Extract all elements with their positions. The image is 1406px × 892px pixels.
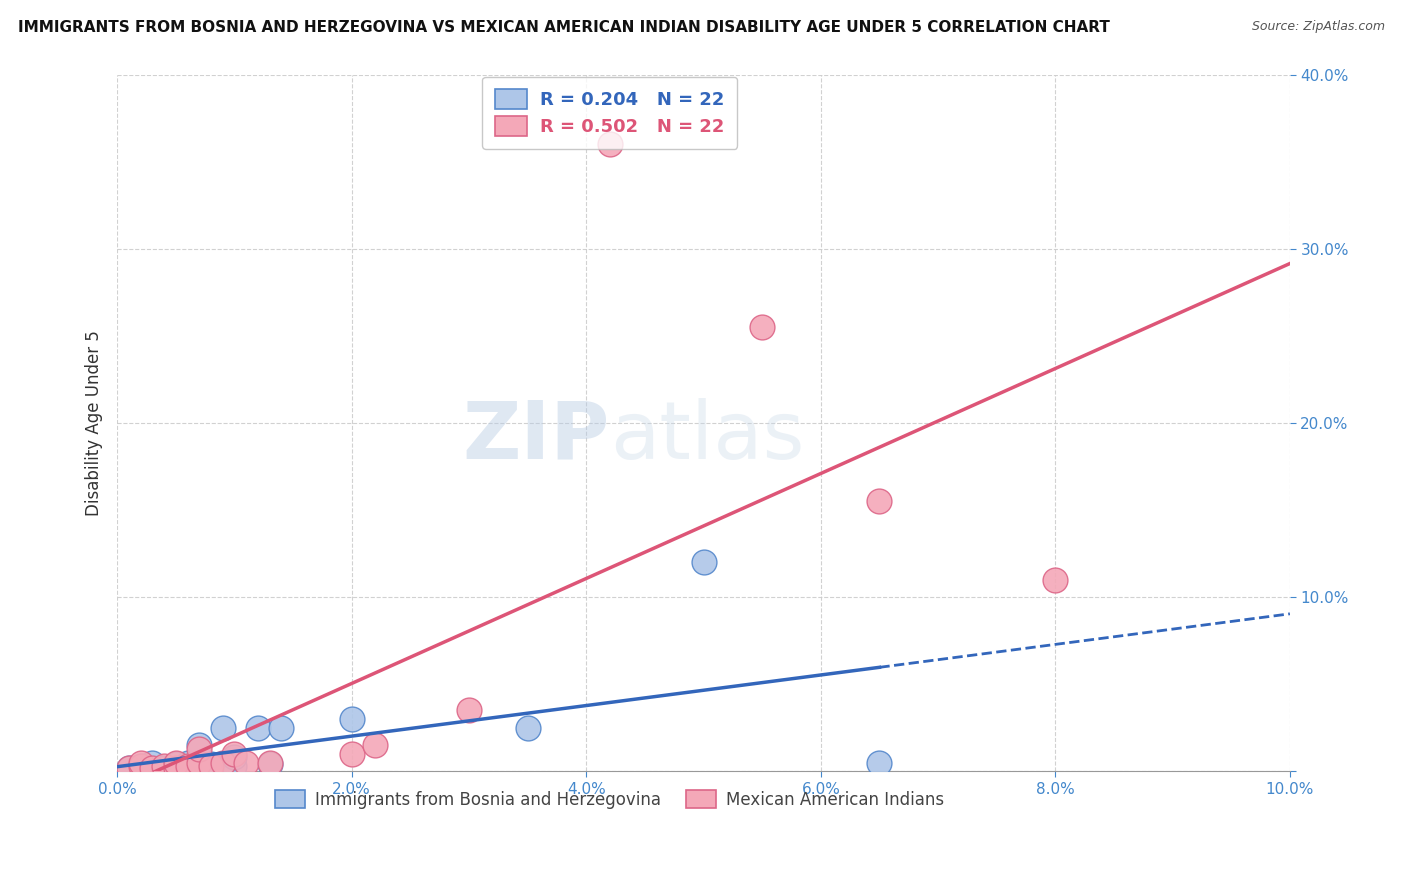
Legend: Immigrants from Bosnia and Herzegovina, Mexican American Indians: Immigrants from Bosnia and Herzegovina, …	[269, 783, 950, 815]
Text: IMMIGRANTS FROM BOSNIA AND HERZEGOVINA VS MEXICAN AMERICAN INDIAN DISABILITY AGE: IMMIGRANTS FROM BOSNIA AND HERZEGOVINA V…	[18, 20, 1111, 35]
Point	[516, 721, 538, 735]
Point	[176, 761, 198, 775]
Point	[458, 703, 481, 717]
Point	[188, 738, 211, 752]
Point	[165, 757, 187, 772]
Point	[188, 756, 211, 770]
Point	[153, 761, 176, 775]
Point	[692, 555, 714, 569]
Text: atlas: atlas	[610, 398, 804, 476]
Point	[129, 759, 152, 773]
Point	[259, 756, 281, 770]
Point	[1045, 573, 1067, 587]
Point	[235, 756, 257, 770]
Point	[153, 759, 176, 773]
Point	[141, 756, 163, 770]
Point	[200, 759, 222, 773]
Point	[165, 761, 187, 775]
Point	[129, 759, 152, 773]
Point	[141, 761, 163, 775]
Point	[211, 756, 233, 770]
Point	[176, 756, 198, 770]
Point	[141, 761, 163, 775]
Text: Source: ZipAtlas.com: Source: ZipAtlas.com	[1251, 20, 1385, 33]
Point	[340, 712, 363, 726]
Point	[118, 761, 141, 775]
Point	[118, 761, 141, 775]
Point	[599, 137, 621, 152]
Point	[188, 761, 211, 775]
Point	[165, 756, 187, 770]
Point	[188, 741, 211, 756]
Point	[246, 721, 269, 735]
Point	[176, 759, 198, 773]
Point	[869, 756, 891, 770]
Point	[270, 721, 292, 735]
Point	[211, 721, 233, 735]
Point	[200, 757, 222, 772]
Point	[340, 747, 363, 761]
Point	[129, 756, 152, 770]
Point	[165, 761, 187, 775]
Text: ZIP: ZIP	[463, 398, 610, 476]
Point	[259, 757, 281, 772]
Point	[224, 750, 246, 764]
Point	[751, 320, 773, 334]
Y-axis label: Disability Age Under 5: Disability Age Under 5	[86, 330, 103, 516]
Point	[224, 747, 246, 761]
Point	[364, 738, 387, 752]
Point	[224, 759, 246, 773]
Point	[869, 494, 891, 508]
